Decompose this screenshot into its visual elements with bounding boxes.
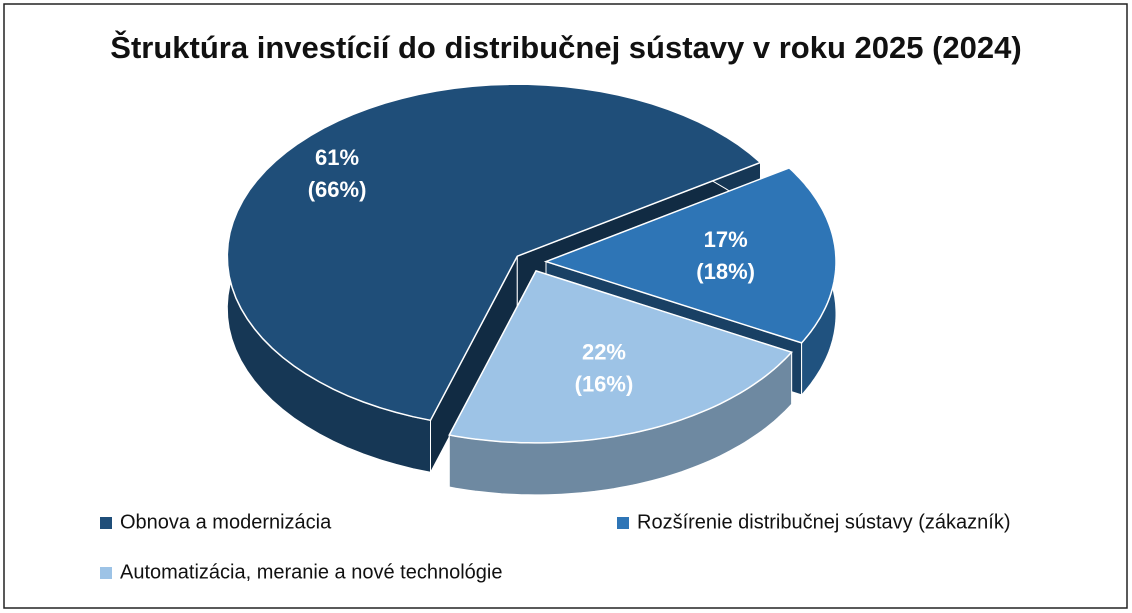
- pie: 61% (66%) 17% (18%) 22% (16%): [226, 83, 837, 496]
- data-label: (18%): [696, 259, 755, 284]
- legend-swatch: [100, 567, 112, 579]
- data-label: 17%: [704, 227, 748, 252]
- chart-title: Štruktúra investícií do distribučnej sús…: [110, 29, 1021, 65]
- data-label: 61%: [315, 145, 359, 170]
- slice: [448, 269, 793, 444]
- slice: [226, 83, 762, 422]
- legend-swatch: [617, 517, 629, 529]
- legend-label: Rozšírenie distribučnej sústavy (zákazní…: [637, 511, 1010, 533]
- data-label: 22%: [582, 339, 626, 364]
- data-label: (16%): [575, 371, 634, 396]
- legend-label: Obnova a modernizácia: [120, 511, 332, 533]
- data-label: (66%): [308, 177, 367, 202]
- legend: Obnova a modernizácia Rozšírenie distribu…: [100, 511, 1010, 583]
- slice: [543, 167, 837, 344]
- legend-swatch: [100, 517, 112, 529]
- legend-label: Automatizácia, meranie a nové technológi…: [120, 561, 502, 583]
